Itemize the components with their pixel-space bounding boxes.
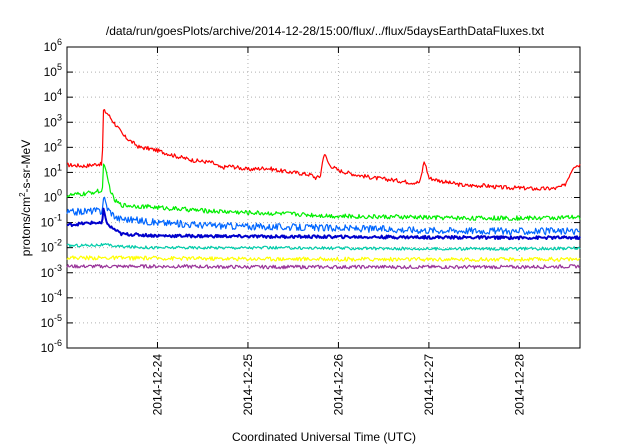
y-tick-label-exp: -6	[54, 338, 62, 348]
y-tick-label-base: 10	[41, 266, 55, 280]
y-tick-label-base: 10	[41, 341, 55, 355]
series-line	[66, 255, 581, 262]
y-tick-label: 102	[44, 137, 62, 154]
y-tick-label-exp: 4	[57, 87, 62, 97]
y-tick-label-base: 10	[44, 165, 58, 179]
y-tick-label-exp: 1	[57, 162, 62, 172]
y-tick-label-base: 10	[44, 40, 58, 54]
x-tick-label: 2014-12-28	[512, 354, 526, 416]
y-tick-label-base: 10	[41, 216, 55, 230]
series-line	[66, 163, 581, 221]
series-line	[66, 242, 581, 251]
y-axis-label: protons/cm2-s-sr-MeV	[18, 140, 33, 256]
y-tick-label-exp: -2	[54, 238, 62, 248]
y-axis-label-sup: 2	[18, 192, 27, 197]
x-tick-label: 2014-12-24	[150, 354, 164, 416]
series-line	[66, 207, 581, 241]
y-tick-label-exp: 3	[57, 112, 62, 122]
y-tick-label: 104	[44, 87, 62, 104]
y-tick-label-exp: -1	[54, 213, 62, 223]
series-line	[66, 196, 581, 236]
y-tick-label-base: 10	[44, 115, 58, 129]
y-tick-label: 100	[44, 188, 62, 205]
y-tick-label-exp: 5	[57, 62, 62, 72]
y-tick-label-exp: -4	[54, 288, 62, 298]
y-tick-label-base: 10	[41, 241, 55, 255]
y-tick-label: 10-4	[41, 288, 62, 305]
y-tick-label: 10-3	[41, 263, 62, 280]
x-tick-label: 2014-12-25	[241, 354, 255, 416]
y-tick-label: 10-5	[41, 313, 62, 330]
y-tick-label-base: 10	[44, 140, 58, 154]
grid	[67, 47, 580, 348]
y-tick-label-exp: -5	[54, 313, 62, 323]
x-axis-label: Coordinated Universal Time (UTC)	[232, 430, 416, 444]
x-tick-label: 2014-12-26	[331, 354, 345, 416]
x-axis-ticks: 2014-12-24 2014-12-25 2014-12-26 2014-12-27…	[150, 47, 526, 415]
y-tick-label: 10-1	[41, 213, 62, 230]
y-tick-label: 10-2	[41, 238, 62, 255]
series-group	[66, 108, 581, 270]
y-tick-label-base: 10	[44, 191, 58, 205]
y-tick-label: 105	[44, 62, 62, 79]
y-axis-ticks: 10-610-510-410-310-210-11001011021031041…	[41, 37, 580, 355]
chart-title: /data/run/goesPlots/archive/2014-12-28/1…	[106, 24, 545, 38]
y-tick-label-exp: 0	[57, 188, 62, 198]
y-axis-label-prefix: protons/cm	[19, 197, 33, 256]
y-tick-label: 106	[44, 37, 62, 54]
y-tick-label-base: 10	[41, 291, 55, 305]
y-axis-label-suffix: -s-sr-MeV	[19, 140, 33, 193]
y-tick-label-base: 10	[41, 316, 55, 330]
y-tick-label-base: 10	[44, 65, 58, 79]
series-line	[66, 108, 581, 191]
y-tick-label-exp: -3	[54, 263, 62, 273]
y-tick-label: 101	[44, 162, 62, 179]
y-tick-label: 103	[44, 112, 62, 129]
y-tick-label-base: 10	[44, 90, 58, 104]
y-tick-label-exp: 6	[57, 37, 62, 47]
series-line	[66, 264, 581, 270]
x-tick-label: 2014-12-27	[422, 354, 436, 416]
y-tick-label-exp: 2	[57, 137, 62, 147]
y-tick-label: 10-6	[41, 338, 62, 355]
